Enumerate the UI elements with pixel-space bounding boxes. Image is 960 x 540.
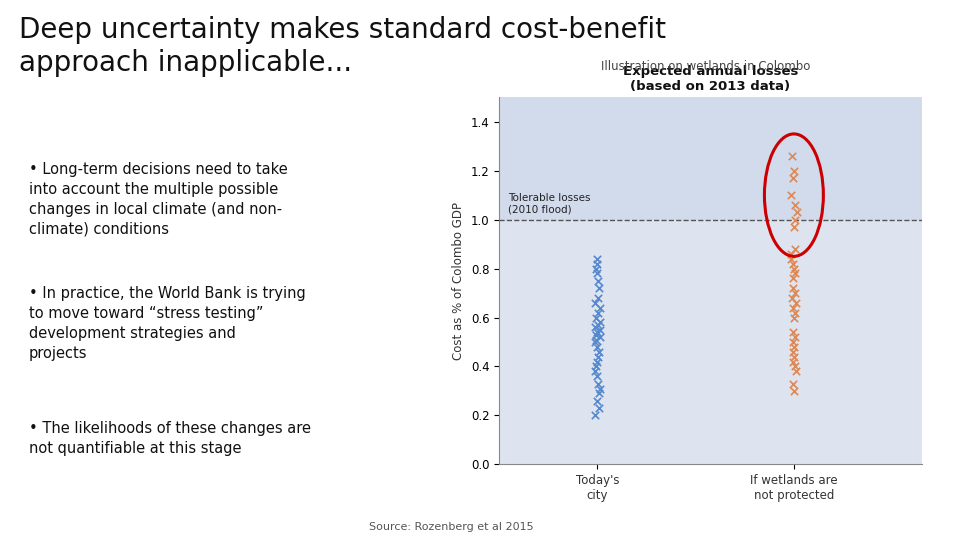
Point — [589, 294, 605, 302]
Point — [787, 166, 803, 175]
Point — [588, 335, 604, 344]
Point — [787, 215, 803, 224]
Point — [786, 313, 802, 322]
Point — [785, 174, 801, 183]
Point — [788, 367, 804, 376]
Point — [591, 347, 607, 356]
Point — [591, 404, 607, 413]
Point — [785, 338, 801, 346]
Text: • The likelihoods of these changes are
not quantifiable at this stage: • The likelihoods of these changes are n… — [29, 421, 311, 456]
Point — [589, 372, 605, 381]
Point — [783, 191, 799, 199]
Point — [592, 303, 608, 312]
Point — [786, 264, 802, 273]
Point — [589, 259, 605, 268]
Point — [589, 357, 605, 366]
Point — [591, 389, 607, 398]
Point — [786, 222, 802, 231]
Text: Deep uncertainty makes standard cost-benefit
approach inapplicable...: Deep uncertainty makes standard cost-ben… — [19, 16, 666, 77]
Point — [589, 396, 605, 405]
Point — [588, 338, 603, 346]
Point — [592, 384, 608, 393]
Point — [787, 308, 803, 317]
Point — [785, 259, 801, 268]
Point — [588, 411, 603, 420]
Y-axis label: Cost as % of Colombo GDP: Cost as % of Colombo GDP — [452, 202, 466, 360]
Point — [786, 284, 802, 293]
Point — [592, 318, 608, 327]
Point — [784, 152, 800, 160]
Text: • Long-term decisions need to take
into account the multiple possible
changes in: • Long-term decisions need to take into … — [29, 162, 288, 237]
Point — [787, 245, 803, 253]
Point — [787, 200, 803, 209]
Point — [587, 323, 602, 332]
Point — [588, 264, 604, 273]
Point — [589, 328, 605, 336]
Text: Source: Rozenberg et al 2015: Source: Rozenberg et al 2015 — [369, 522, 534, 532]
Point — [787, 269, 803, 278]
Point — [788, 299, 804, 307]
Point — [787, 333, 803, 341]
Point — [590, 353, 606, 361]
Point — [786, 342, 802, 351]
Point — [589, 254, 605, 263]
Text: Tolerable losses
(2010 flood): Tolerable losses (2010 flood) — [508, 193, 590, 215]
Point — [787, 289, 803, 298]
Point — [588, 299, 603, 307]
Point — [785, 347, 801, 356]
Point — [785, 303, 801, 312]
Point — [783, 254, 799, 263]
Title: Expected annual losses
(based on 2013 data): Expected annual losses (based on 2013 da… — [623, 65, 798, 93]
Point — [588, 362, 604, 371]
Point — [590, 276, 606, 285]
Bar — [499, 97, 922, 220]
Point — [785, 357, 801, 366]
Point — [784, 294, 800, 302]
Point — [590, 308, 606, 317]
Point — [592, 333, 608, 341]
Text: • In practice, the World Bank is trying
to move toward “stress testing”
developm: • In practice, the World Bank is trying … — [29, 286, 305, 361]
Point — [786, 387, 802, 395]
Point — [785, 379, 801, 388]
Point — [788, 362, 804, 371]
Text: Illustration on wetlands in Colombo: Illustration on wetlands in Colombo — [601, 60, 810, 73]
Point — [789, 208, 804, 217]
Point — [590, 321, 606, 329]
Point — [591, 284, 607, 293]
Point — [588, 330, 604, 339]
Point — [588, 367, 603, 376]
Point — [783, 249, 799, 258]
Point — [786, 353, 802, 361]
Point — [589, 269, 605, 278]
Point — [589, 342, 605, 351]
Point — [590, 379, 606, 388]
Point — [785, 328, 801, 336]
Point — [588, 313, 604, 322]
Point — [786, 274, 802, 282]
Point — [592, 326, 608, 334]
